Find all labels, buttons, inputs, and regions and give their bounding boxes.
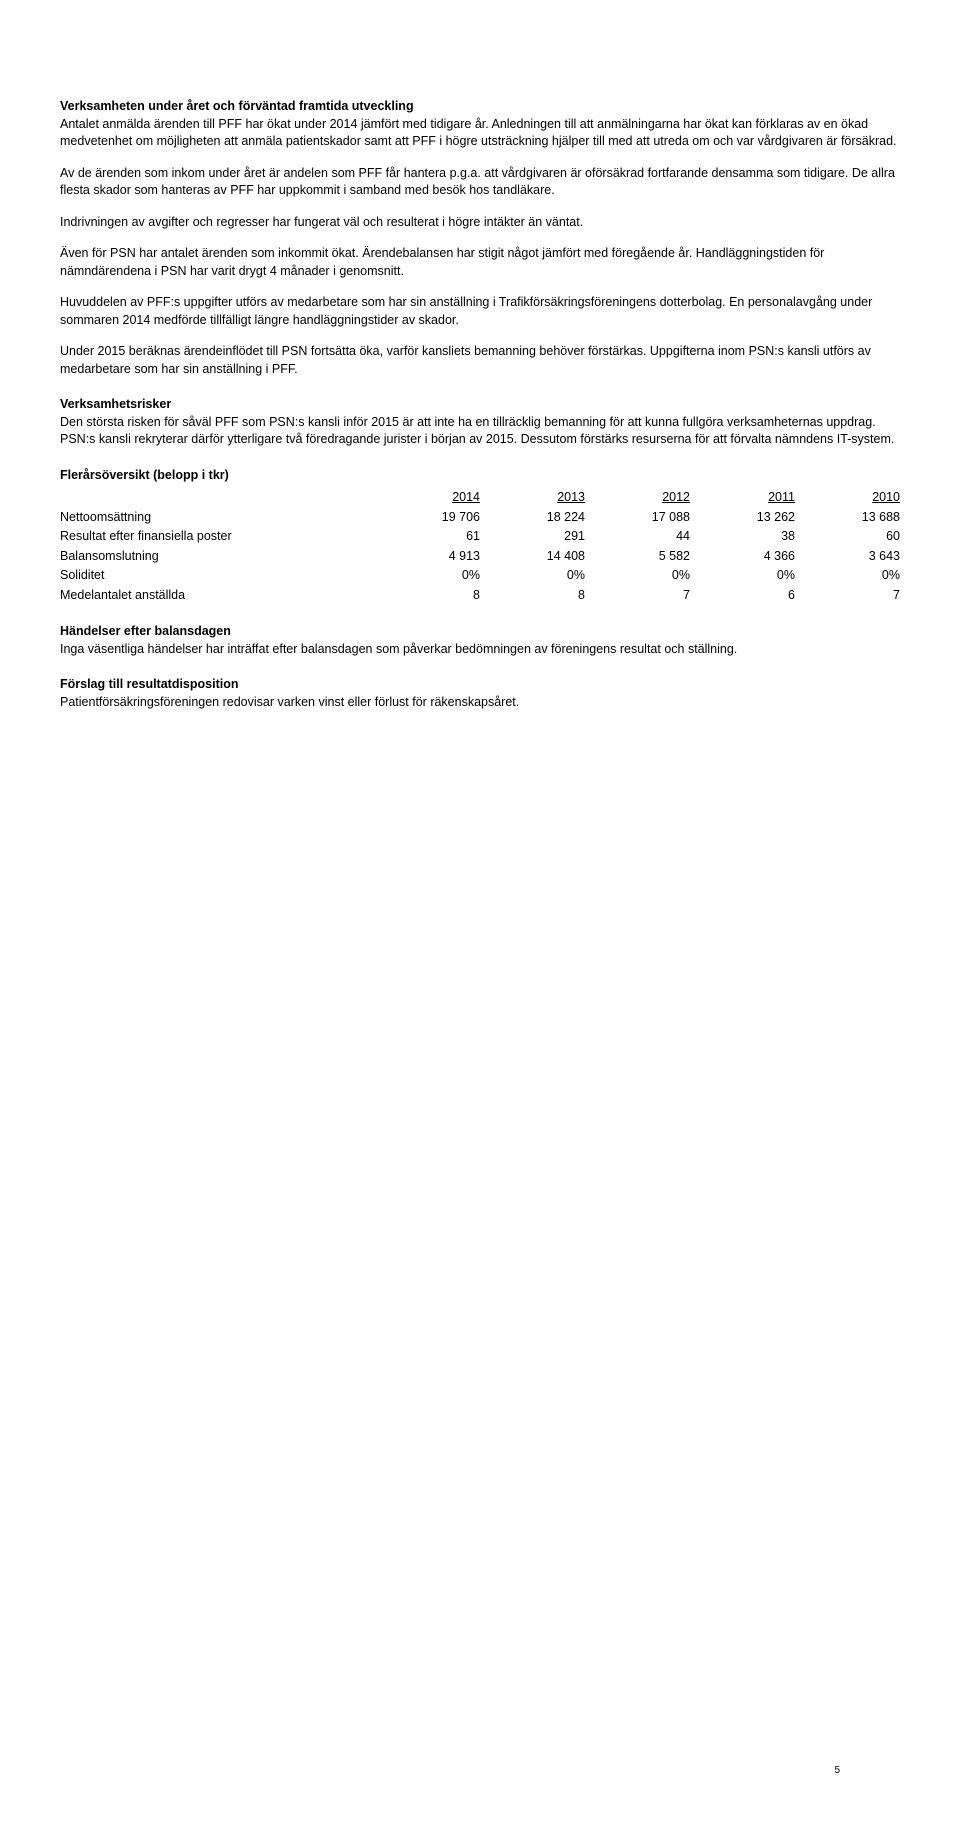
- paragraph: Patientförsäkringsföreningen redovisar v…: [60, 694, 900, 712]
- cell-value: 13 262: [690, 508, 795, 528]
- cell-value: 13 688: [795, 508, 900, 528]
- cell-value: 8: [375, 586, 480, 606]
- table-header-row: 2014 2013 2012 2011 2010: [60, 488, 900, 508]
- row-label: Nettoomsättning: [60, 508, 375, 528]
- cell-value: 44: [585, 527, 690, 547]
- cell-value: 291: [480, 527, 585, 547]
- page-number: 5: [834, 1764, 840, 1778]
- table-row: Soliditet0%0%0%0%0%: [60, 566, 900, 586]
- cell-value: 0%: [375, 566, 480, 586]
- paragraph: Av de ärenden som inkom under året är an…: [60, 165, 900, 200]
- row-label: Soliditet: [60, 566, 375, 586]
- section-heading-events: Händelser efter balansdagen: [60, 623, 900, 641]
- row-label: Balansomslutning: [60, 547, 375, 567]
- cell-value: 0%: [585, 566, 690, 586]
- cell-value: 18 224: [480, 508, 585, 528]
- year-header: 2014: [375, 488, 480, 508]
- cell-value: 17 088: [585, 508, 690, 528]
- cell-value: 0%: [480, 566, 585, 586]
- paragraph: Under 2015 beräknas ärendeinflödet till …: [60, 343, 900, 378]
- cell-value: 0%: [795, 566, 900, 586]
- cell-value: 7: [585, 586, 690, 606]
- row-label: Resultat efter finansiella poster: [60, 527, 375, 547]
- cell-value: 38: [690, 527, 795, 547]
- table-row: Nettoomsättning19 70618 22417 08813 2621…: [60, 508, 900, 528]
- paragraph: Antalet anmälda ärenden till PFF har öka…: [60, 116, 900, 151]
- paragraph: Huvuddelen av PFF:s uppgifter utförs av …: [60, 294, 900, 329]
- cell-value: 4 913: [375, 547, 480, 567]
- row-label: Medelantalet anställda: [60, 586, 375, 606]
- cell-value: 8: [480, 586, 585, 606]
- paragraph: Inga väsentliga händelser har inträffat …: [60, 641, 900, 659]
- paragraph: Den största risken för såväl PFF som PSN…: [60, 414, 900, 449]
- cell-value: 5 582: [585, 547, 690, 567]
- multi-year-table: 2014 2013 2012 2011 2010 Nettoomsättning…: [60, 488, 900, 605]
- year-header: 2010: [795, 488, 900, 508]
- cell-value: 0%: [690, 566, 795, 586]
- section-heading-operations: Verksamheten under året och förväntad fr…: [60, 98, 900, 116]
- cell-value: 61: [375, 527, 480, 547]
- cell-value: 60: [795, 527, 900, 547]
- paragraph: Indrivningen av avgifter och regresser h…: [60, 214, 900, 232]
- cell-value: 3 643: [795, 547, 900, 567]
- cell-value: 4 366: [690, 547, 795, 567]
- year-header: 2011: [690, 488, 795, 508]
- section-heading-overview: Flerårsöversikt (belopp i tkr): [60, 467, 900, 485]
- table-row: Resultat efter finansiella poster6129144…: [60, 527, 900, 547]
- paragraph: Även för PSN har antalet ärenden som ink…: [60, 245, 900, 280]
- year-header: 2013: [480, 488, 585, 508]
- table-row: Balansomslutning4 91314 4085 5824 3663 6…: [60, 547, 900, 567]
- cell-value: 7: [795, 586, 900, 606]
- cell-value: 19 706: [375, 508, 480, 528]
- section-heading-disposition: Förslag till resultatdisposition: [60, 676, 900, 694]
- year-header: 2012: [585, 488, 690, 508]
- section-heading-risks: Verksamhetsrisker: [60, 396, 900, 414]
- table-row: Medelantalet anställda88767: [60, 586, 900, 606]
- cell-value: 14 408: [480, 547, 585, 567]
- cell-value: 6: [690, 586, 795, 606]
